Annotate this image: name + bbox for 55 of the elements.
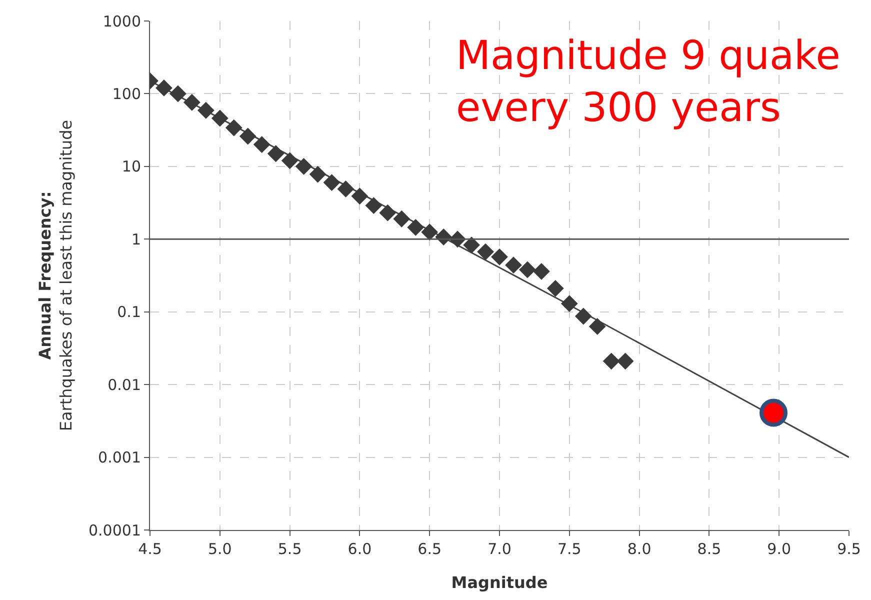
y-axis-title: Annual Frequency: Earthquakes of at least this magnitude	[36, 120, 76, 432]
point	[323, 174, 340, 192]
point	[463, 236, 480, 254]
point	[407, 218, 424, 236]
point	[574, 308, 592, 325]
point	[532, 262, 550, 280]
point	[281, 152, 298, 170]
point	[505, 256, 522, 274]
point	[225, 119, 242, 136]
x-tick-label: 6.5	[418, 540, 442, 558]
y-tick-label: 0.01	[108, 376, 141, 394]
point	[351, 188, 368, 205]
y-tick-label: 1	[131, 230, 141, 248]
x-tick-label: 7.5	[557, 540, 582, 558]
x-axis-title: Magnitude	[451, 573, 548, 592]
y-tick-label: 0.0001	[88, 521, 141, 540]
point	[309, 166, 326, 183]
point	[477, 243, 494, 260]
point	[253, 136, 270, 153]
point	[379, 204, 396, 222]
point	[491, 248, 508, 266]
point	[267, 145, 284, 162]
point	[211, 110, 228, 127]
x-tick-label: 7.0	[488, 540, 512, 558]
point	[760, 398, 788, 427]
x-tick-label: 5.0	[208, 540, 232, 558]
point	[421, 224, 438, 241]
point	[602, 352, 620, 370]
point	[560, 295, 578, 312]
x-tick-label: 6.0	[348, 540, 372, 558]
x-tick-label: 8.5	[697, 540, 722, 558]
point	[519, 261, 536, 278]
y-tick-label: 0.1	[117, 303, 141, 322]
y-tick-label: 10	[122, 158, 141, 176]
point	[183, 94, 200, 111]
point	[365, 197, 382, 214]
point	[616, 352, 634, 370]
point	[393, 210, 410, 228]
x-tick-label: 8.0	[627, 540, 652, 558]
x-tick-label: 9.0	[767, 540, 792, 558]
y-tick-label: 100	[112, 84, 141, 103]
point	[156, 80, 172, 96]
x-tick-label: 4.5	[138, 540, 162, 558]
point	[239, 128, 256, 145]
y-tick-label: 0.001	[98, 448, 141, 467]
point	[295, 158, 312, 175]
x-tick-label: 9.5	[837, 540, 861, 558]
point	[170, 85, 186, 102]
y-tick-label: 1000	[102, 12, 141, 30]
x-tick-label: 5.5	[278, 540, 302, 558]
point	[197, 102, 214, 119]
point	[337, 180, 354, 198]
point	[546, 280, 564, 297]
annotation: Magnitude 9 quake every 300 years	[456, 33, 840, 131]
point	[588, 318, 606, 335]
